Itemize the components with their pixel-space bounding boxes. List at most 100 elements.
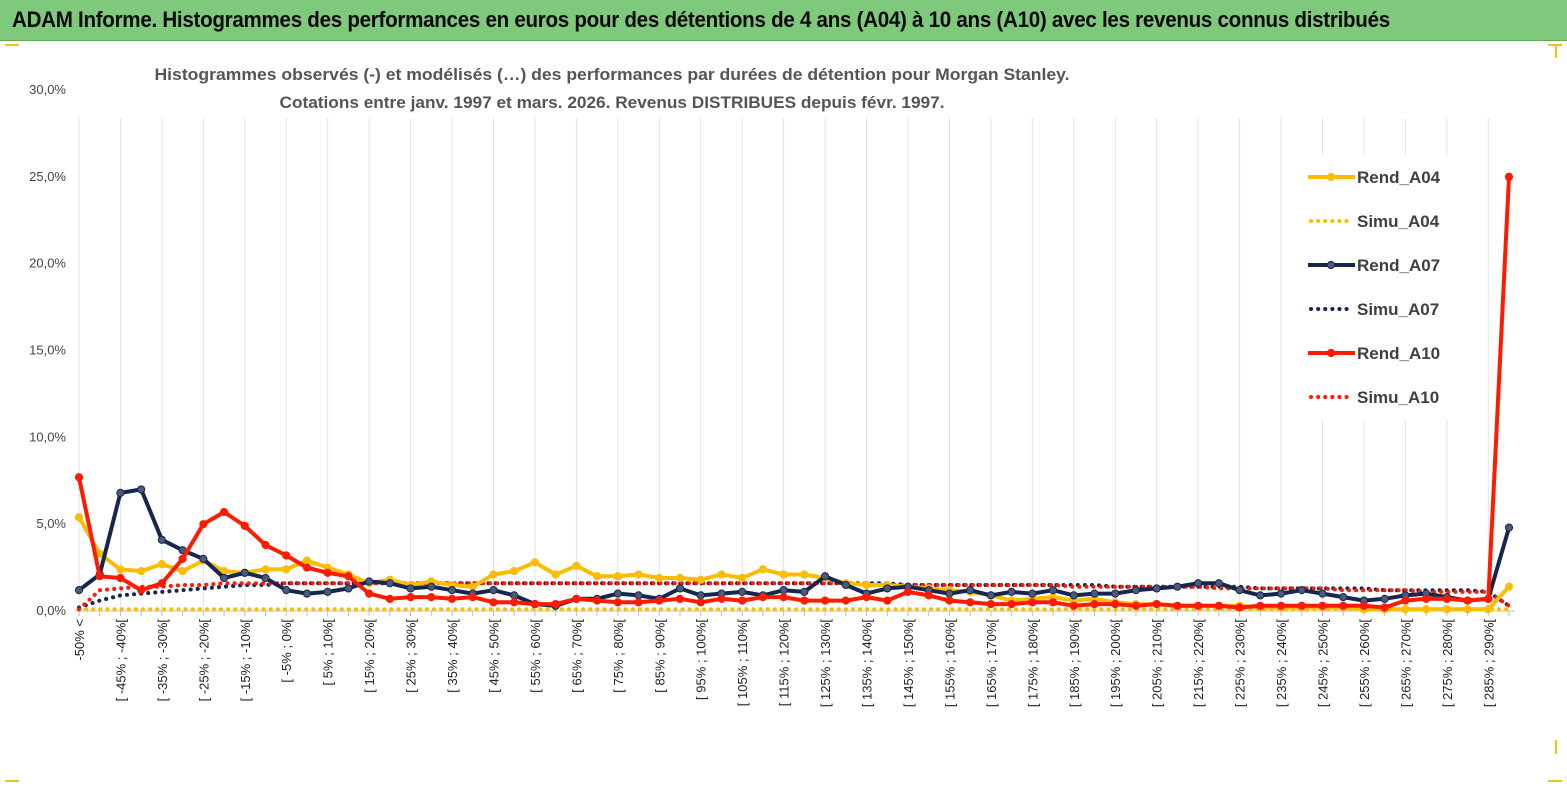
x-tick-label: [ 235% ; 240%[ xyxy=(1274,619,1289,708)
legend-label-simu-a07: Simu_A07 xyxy=(1357,300,1439,319)
data-point-rend-a07 xyxy=(1235,586,1244,595)
data-point-rend-a10 xyxy=(1297,601,1306,610)
data-point-rend-a10 xyxy=(1359,601,1369,610)
x-tick-label: [ 265% ; 270%[ xyxy=(1398,619,1413,708)
data-point-rend-a10 xyxy=(1256,601,1265,610)
y-tick-label: 10,0% xyxy=(29,429,66,444)
data-point-rend-a10 xyxy=(883,596,892,605)
data-point-rend-a07 xyxy=(406,584,415,593)
data-point-rend-a10 xyxy=(634,598,643,607)
legend: Rend_A04 Simu_A04 Rend_A07 Simu_A07 Rend_A10… xyxy=(1295,155,1460,420)
data-point-rend-a10 xyxy=(1380,603,1389,612)
y-tick-label: 5,0% xyxy=(36,516,66,531)
data-point-rend-a10 xyxy=(924,591,933,600)
data-point-rend-a10 xyxy=(862,593,871,602)
data-point-rend-a10 xyxy=(1484,594,1493,603)
data-point-rend-a10 xyxy=(116,573,125,583)
data-point-rend-a07 xyxy=(116,488,125,498)
x-tick-label: [ -5% ; 0%[ xyxy=(279,619,294,683)
data-point-rend-a10 xyxy=(675,594,685,603)
data-point-rend-a10 xyxy=(800,596,809,605)
data-point-rend-a04 xyxy=(779,570,788,579)
x-tick-label: [ 55% ; 60%[ xyxy=(528,619,543,693)
data-point-rend-a07 xyxy=(613,589,622,598)
data-point-rend-a07 xyxy=(1131,586,1141,595)
data-point-rend-a10 xyxy=(74,473,84,482)
x-tick-label: [ 75% ; 80%[ xyxy=(611,619,626,693)
x-tick-label: [ 95% ; 100%[ xyxy=(694,619,709,700)
data-point-rend-a10 xyxy=(1131,601,1141,610)
x-tick-label: [ 255% ; 260%[ xyxy=(1357,619,1372,708)
x-tick-label: [ -15% ; -10%[ xyxy=(238,619,253,702)
data-point-rend-a10 xyxy=(447,594,457,603)
x-tick-label: [ 105% ; 110%[ xyxy=(735,619,750,707)
data-point-rend-a07 xyxy=(240,568,249,577)
data-point-rend-a04 xyxy=(1463,605,1472,614)
data-point-rend-a07 xyxy=(74,586,84,595)
x-tick-label: [ 285% ; 290%[ xyxy=(1481,619,1496,708)
legend-label-rend-a04: Rend_A04 xyxy=(1357,168,1441,187)
data-point-rend-a07 xyxy=(883,584,892,593)
legend-marker-rend-a10 xyxy=(1326,348,1336,358)
x-tick-label: [ 125% ; 130%[ xyxy=(818,619,833,708)
legend-label-simu-a10: Simu_A10 xyxy=(1357,388,1439,407)
data-point-rend-a10 xyxy=(95,572,104,581)
data-point-rend-a07 xyxy=(323,587,332,596)
data-point-rend-a10 xyxy=(1007,599,1016,609)
data-point-rend-a10 xyxy=(323,568,332,577)
chart-title-background xyxy=(148,60,1078,118)
data-point-rend-a10 xyxy=(1339,601,1348,610)
data-point-rend-a04 xyxy=(1422,605,1431,614)
x-tick-label: [ -35% ; -30%[ xyxy=(155,619,170,702)
x-tick-label: [ 25% ; 30%[ xyxy=(404,619,419,693)
data-point-rend-a10 xyxy=(406,593,415,602)
data-point-rend-a10 xyxy=(551,599,560,609)
x-tick-label: [ 45% ; 50%[ xyxy=(486,619,501,693)
data-point-rend-a10 xyxy=(1235,603,1244,612)
data-point-rend-a04 xyxy=(613,572,622,581)
y-tick-label: 15,0% xyxy=(29,343,66,358)
data-point-rend-a10 xyxy=(593,596,602,605)
data-point-rend-a07 xyxy=(344,584,353,593)
x-tick-label: [ -45% ; -40%[ xyxy=(113,619,128,702)
data-point-rend-a04 xyxy=(1401,605,1410,614)
report-title: ADAM Informe. Histogrammes des performan… xyxy=(12,7,1390,32)
data-point-rend-a10 xyxy=(655,596,664,605)
data-point-rend-a10 xyxy=(427,593,436,602)
data-point-rend-a07 xyxy=(986,591,995,600)
grid-layer xyxy=(78,118,1489,611)
data-point-rend-a07 xyxy=(1276,589,1286,598)
data-point-rend-a10 xyxy=(1152,599,1161,609)
data-point-rend-a10 xyxy=(157,579,166,588)
data-point-rend-a04 xyxy=(157,560,166,569)
series-line-simu-a10 xyxy=(77,581,1511,612)
x-tick-label: [ 155% ; 160%[ xyxy=(942,619,957,708)
frame-corner-bottom-right xyxy=(1548,780,1562,782)
data-point-rend-a04 xyxy=(510,566,519,576)
data-point-rend-a07 xyxy=(1069,591,1078,600)
series-line-rend-a07 xyxy=(77,487,1511,608)
x-tick-label: [ 185% ; 190%[ xyxy=(1067,619,1082,708)
x-tick-label: [ 245% ; 250%[ xyxy=(1315,619,1330,708)
frame-edge-right-top xyxy=(1555,44,1557,58)
data-point-rend-a10 xyxy=(1422,594,1431,603)
data-point-rend-a10 xyxy=(240,521,249,531)
axis-layer: 0,0% 5,0% 10,0% 15,0% 20,0% 25,0% 30,0% -50% < [… xyxy=(29,82,1515,707)
data-point-rend-a10 xyxy=(1463,596,1472,605)
data-point-rend-a07 xyxy=(945,589,954,598)
data-point-rend-a04 xyxy=(468,582,477,591)
chart-title-line-1: Histogrammes observés (-) et modélisés (… xyxy=(155,65,1070,84)
data-point-rend-a04 xyxy=(282,565,291,574)
x-tick-label: [ 65% ; 70%[ xyxy=(569,619,584,693)
data-point-rend-a04 xyxy=(1442,605,1451,614)
legend-background xyxy=(1295,155,1460,420)
data-point-rend-a07 xyxy=(427,582,436,591)
data-point-rend-a07 xyxy=(219,573,229,583)
data-point-rend-a10 xyxy=(779,593,788,602)
data-point-rend-a04 xyxy=(572,561,581,570)
data-point-rend-a07 xyxy=(1297,586,1306,595)
x-tick-label: [ 225% ; 230%[ xyxy=(1233,619,1248,708)
data-point-rend-a07 xyxy=(738,587,747,596)
data-point-rend-a07 xyxy=(841,580,850,590)
